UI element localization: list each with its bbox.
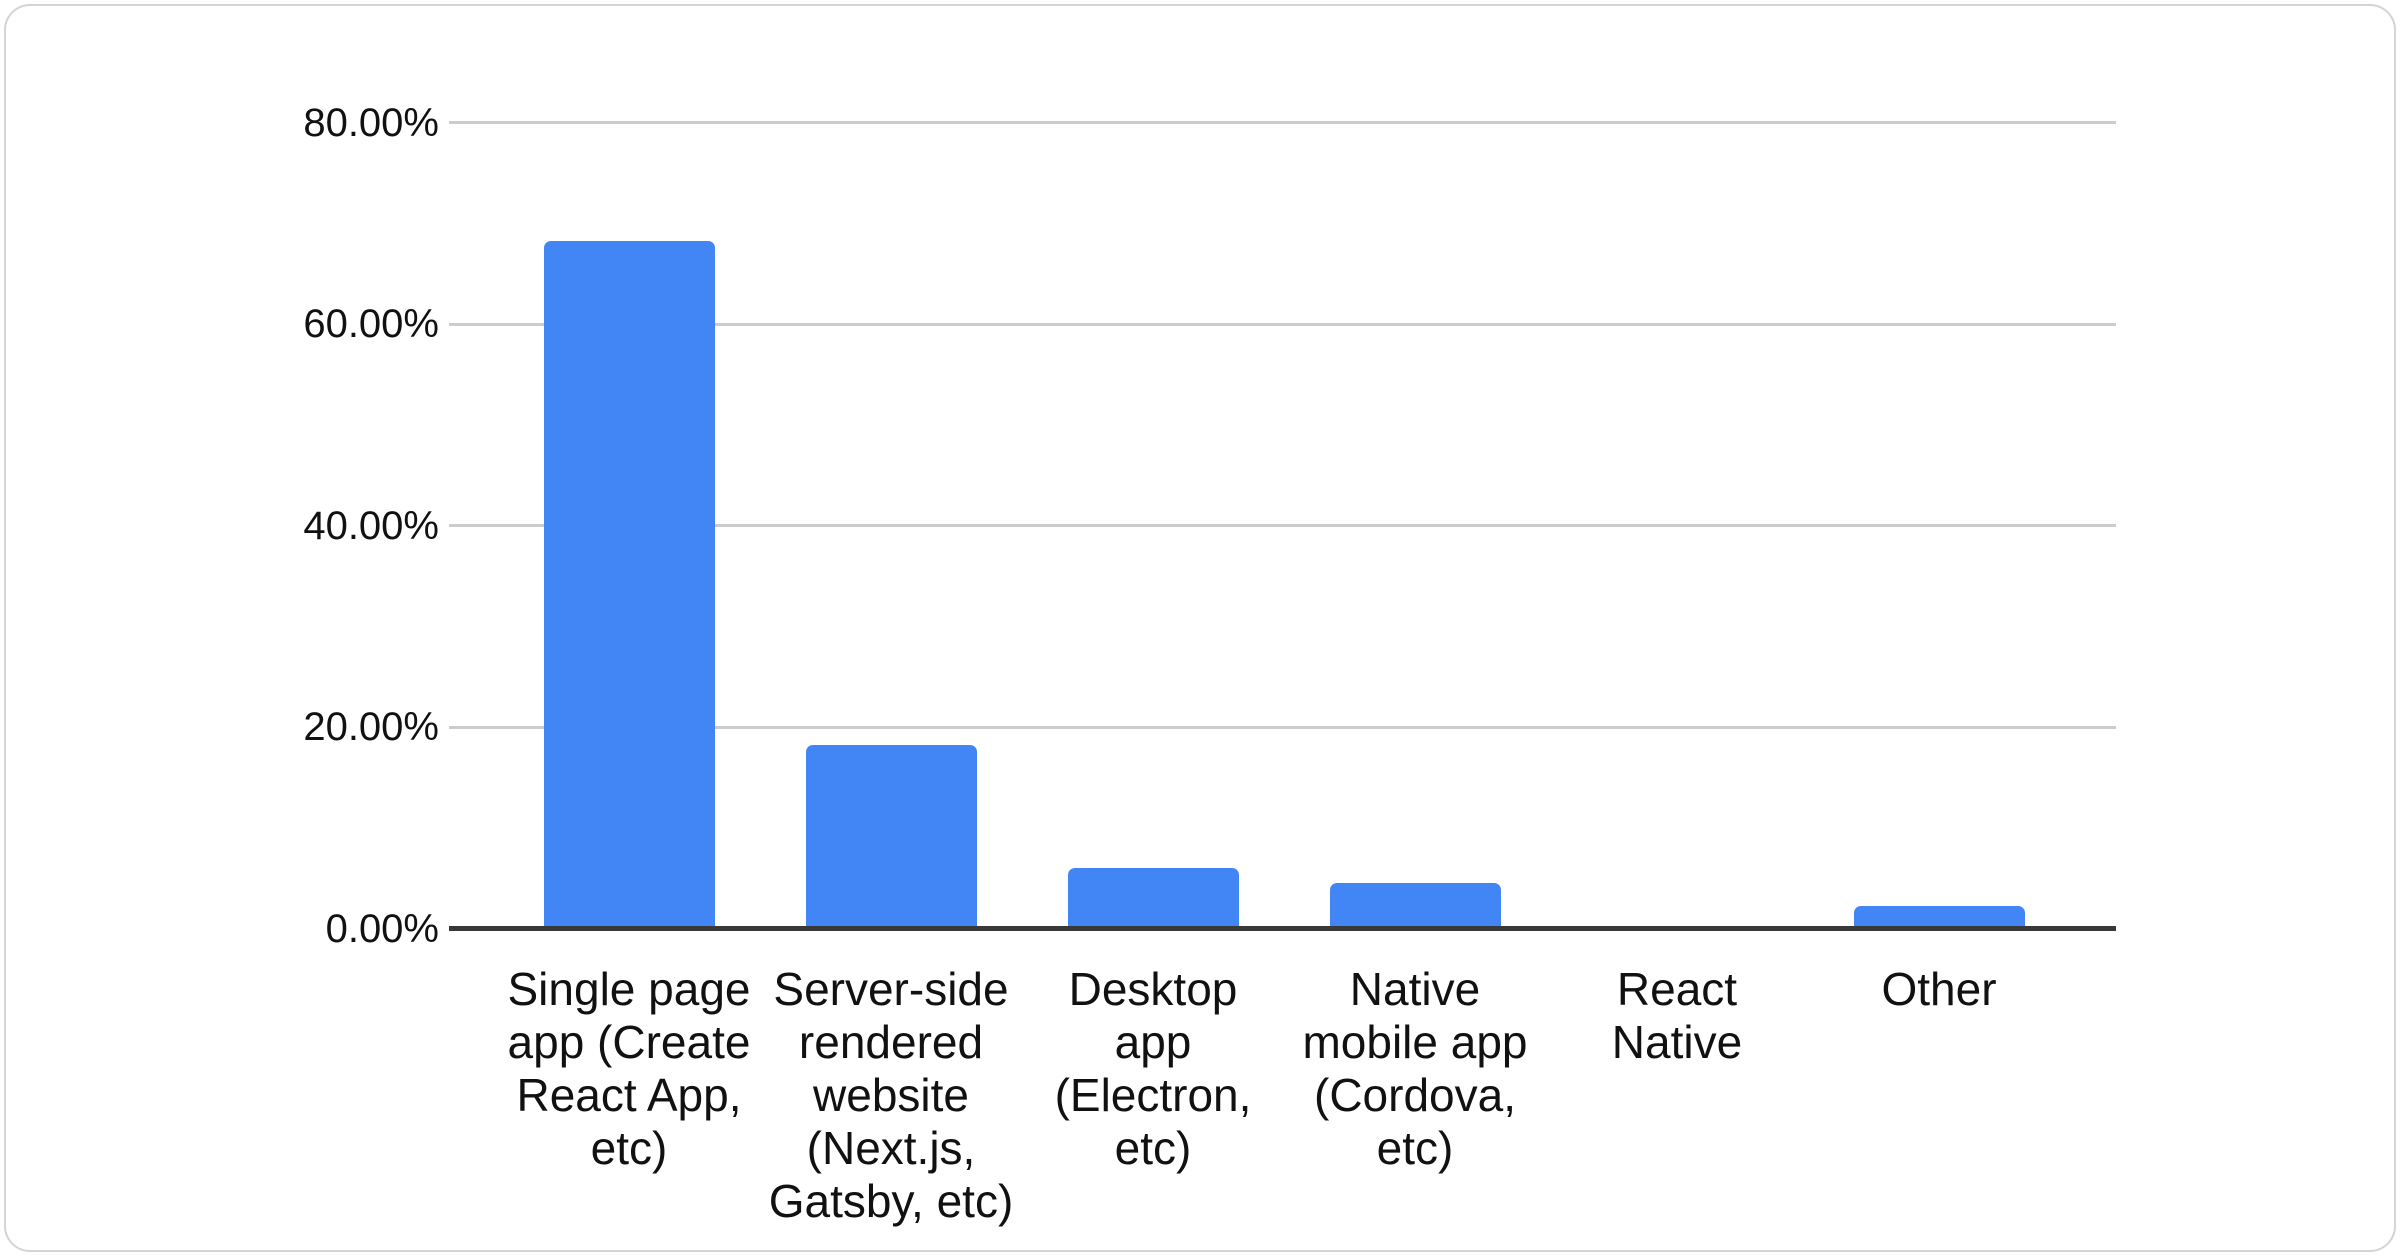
x-axis-baseline [449, 926, 2116, 931]
x-category-label: Desktop app (Electron, etc) [1054, 963, 1252, 1174]
bar-chart: 0.00% 20.00% 40.00% 60.00% 80.00% Single pag… [6, 6, 2394, 1250]
x-category-label: Other [1881, 963, 1997, 1015]
y-tick-label: 60.00% [303, 302, 439, 347]
x-category-label: Server-side rendered website (Next.js, G… [768, 963, 1014, 1227]
gridline [449, 121, 2116, 125]
gridline [449, 725, 2116, 729]
x-category-label: Native mobile app (Cordova, etc) [1302, 963, 1528, 1174]
chart-bar[interactable] [543, 240, 715, 929]
y-tick-label: 80.00% [303, 100, 439, 145]
chart-bar[interactable] [805, 744, 977, 929]
x-category-label: Single page app (Create React App, etc) [507, 963, 751, 1174]
chart-bar[interactable] [1329, 882, 1501, 929]
y-tick-label: 40.00% [303, 503, 439, 548]
x-category-label: React Native [1611, 963, 1743, 1068]
y-tick-label: 0.00% [325, 906, 439, 951]
chart-bar[interactable] [1853, 905, 2025, 929]
gridline [449, 322, 2116, 326]
chart-bar[interactable] [1067, 867, 1239, 929]
y-tick-label: 20.00% [303, 705, 439, 750]
chart-card: 0.00% 20.00% 40.00% 60.00% 80.00% Single pag… [4, 4, 2396, 1252]
gridline [449, 524, 2116, 528]
